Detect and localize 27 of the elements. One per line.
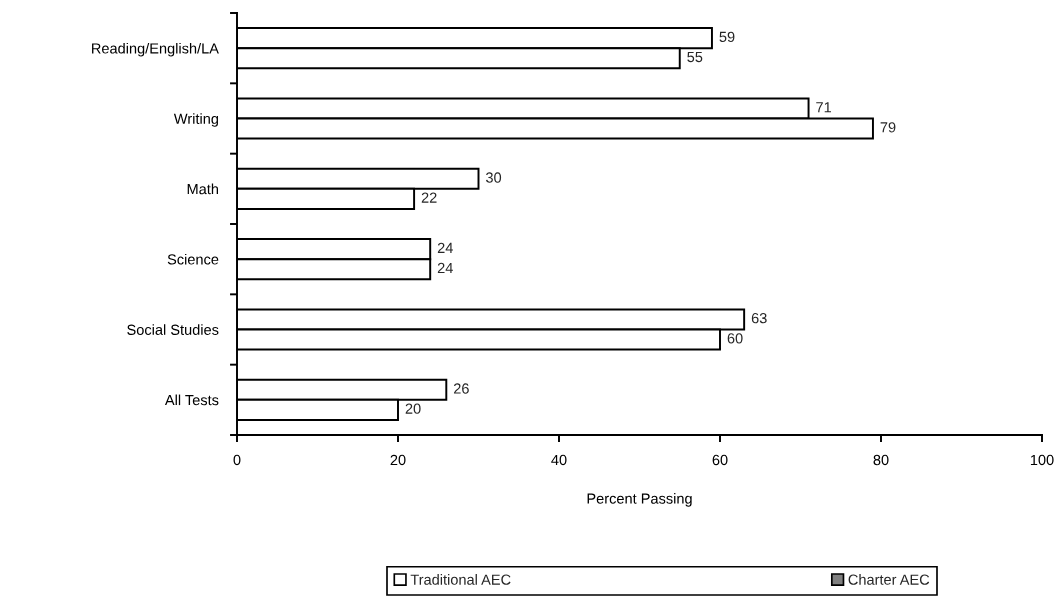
data-label: 22 — [421, 192, 437, 203]
legend-label: Traditional AEC — [410, 574, 511, 585]
data-label: 71 — [816, 102, 831, 113]
y-tick-label: Social Studies — [127, 324, 219, 335]
y-tick-label: Reading/English/LA — [92, 42, 219, 57]
data-label: 55 — [687, 51, 703, 63]
data-label: 30 — [486, 172, 502, 183]
data-label: 26 — [453, 383, 469, 394]
data-label: 20 — [405, 403, 421, 414]
data-label: 79 — [880, 122, 896, 133]
data-label: 24 — [437, 242, 453, 253]
x-tick-label: 20 — [390, 454, 406, 466]
y-tick-label: Writing — [173, 113, 219, 127]
data-label: 60 — [727, 333, 743, 344]
y-tick-label: Math — [187, 183, 218, 195]
x-tick-label: 0 — [233, 454, 241, 466]
y-tick-label: All Tests — [164, 394, 219, 406]
y-tick-label: Science — [167, 253, 219, 265]
x-tick-label: 100 — [1030, 454, 1054, 466]
legend-label: Charter AEC — [848, 574, 930, 585]
data-label: 59 — [719, 31, 735, 43]
x-tick-label: 80 — [873, 454, 889, 466]
x-tick-label: 40 — [551, 454, 567, 466]
data-label: 63 — [751, 313, 767, 324]
data-label: 24 — [437, 262, 453, 273]
x-tick-label: 60 — [712, 454, 728, 466]
x-axis-title: Percent Passing — [587, 493, 692, 507]
